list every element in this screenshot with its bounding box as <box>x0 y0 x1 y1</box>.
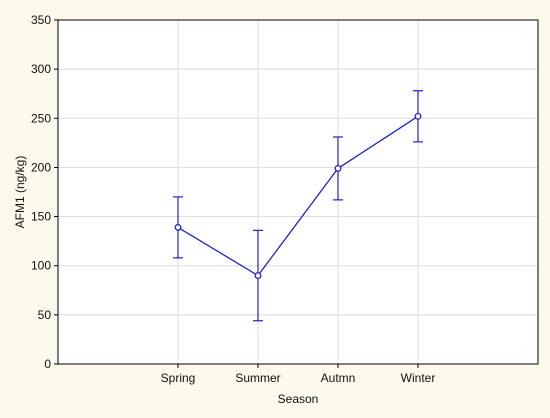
y-tick-label: 150 <box>31 210 51 224</box>
series-line <box>177 115 419 277</box>
data-point <box>174 223 182 231</box>
y-axis-title: AFM1 (ng/kg) <box>13 156 27 229</box>
x-tick-label: Summer <box>235 371 280 385</box>
series <box>173 90 423 322</box>
y-tick-label: 200 <box>31 160 51 174</box>
y-tick-label: 250 <box>31 111 51 125</box>
data-point <box>334 164 342 172</box>
plot-area <box>58 20 538 364</box>
x-tick-label: Spring <box>161 371 196 385</box>
x-tick-label: Winter <box>401 371 436 385</box>
x-axis: Spring Summer Autmn Winter <box>161 364 436 385</box>
y-tick-label: 300 <box>31 62 51 76</box>
y-axis: 0 50 100 150 200 250 300 350 <box>31 13 58 371</box>
y-tick-label: 50 <box>38 308 52 322</box>
y-tick-label: 100 <box>31 259 51 273</box>
y-tick-label: 0 <box>44 357 51 371</box>
data-point <box>254 272 262 279</box>
x-tick-label: Autmn <box>321 371 356 385</box>
y-tick-label: 350 <box>31 13 51 27</box>
plot-frame <box>57 19 539 365</box>
data-point <box>414 112 422 120</box>
x-axis-title: Season <box>278 392 319 406</box>
